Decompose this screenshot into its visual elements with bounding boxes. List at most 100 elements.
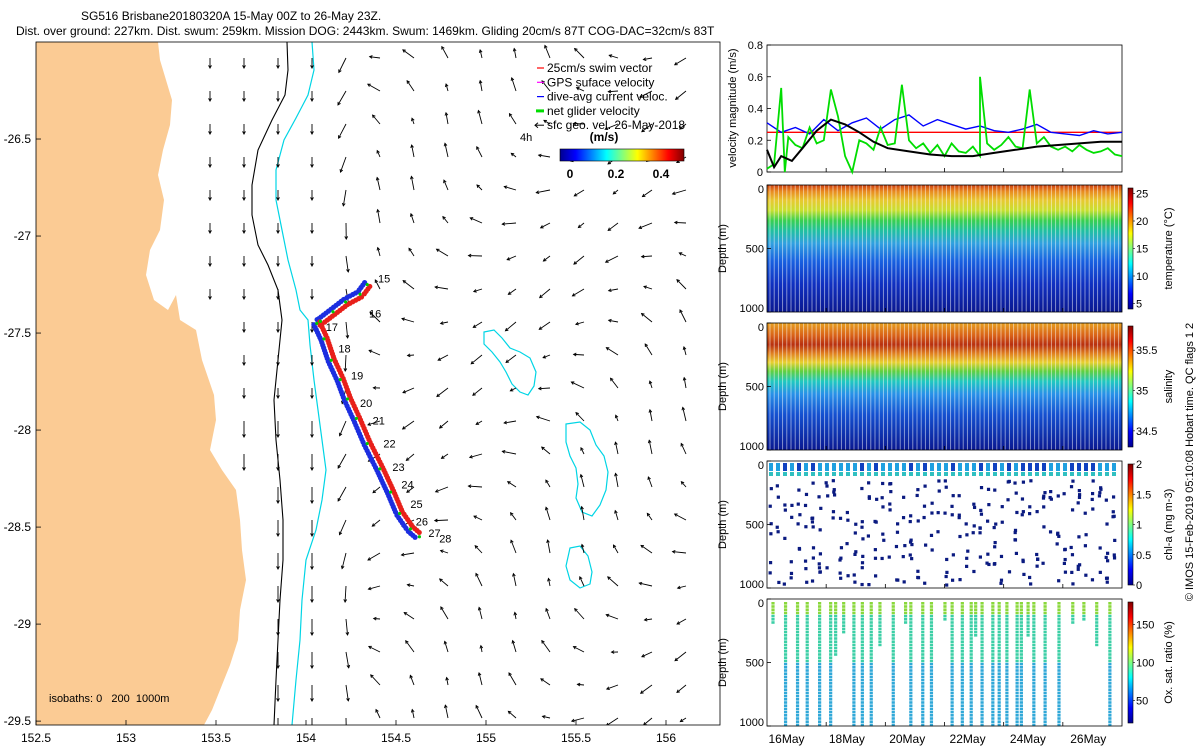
colorbar-tick-2: 0.4	[653, 167, 670, 181]
day-label: 27	[428, 528, 440, 540]
geo-arrow	[540, 678, 551, 686]
day-label: 18	[338, 344, 350, 356]
legend-entry: net glider velocity	[536, 104, 640, 118]
geo-arrow	[405, 640, 415, 653]
geo-arrow	[367, 552, 381, 561]
geo-arrow	[540, 446, 551, 455]
geo-arrow	[640, 312, 653, 323]
geo-arrow	[436, 387, 449, 398]
isobath-1000m	[275, 42, 327, 725]
geo-arrow	[442, 215, 449, 224]
geo-arrow	[673, 513, 687, 521]
velocity-ylabel: velocity magnitude (m/s)	[727, 48, 739, 167]
geo-arrow	[435, 248, 449, 257]
geo-arrow	[541, 639, 551, 653]
geo-arrow	[511, 639, 517, 653]
geo-arrow	[508, 112, 517, 125]
geo-arrow	[506, 481, 517, 488]
track-point-swim	[416, 529, 422, 536]
geo-arrow	[276, 619, 280, 636]
colorbar-tick-1: 0.2	[608, 167, 625, 181]
geo-arrow	[604, 255, 619, 263]
geo-arrow	[276, 124, 280, 135]
geo-arrow	[676, 618, 687, 625]
date-tick-label: 20May	[889, 732, 925, 746]
geo-arrow	[544, 44, 551, 59]
geo-arrow	[276, 91, 280, 102]
colorbar-tick-label: 50	[1136, 695, 1148, 707]
geo-arrow	[345, 684, 350, 702]
geo-arrow	[208, 289, 212, 300]
geo-arrow	[475, 572, 483, 587]
geo-arrow	[345, 651, 351, 669]
track-point-net	[344, 300, 348, 304]
geo-arrow	[504, 321, 517, 332]
geo-arrow	[276, 58, 280, 69]
section-ytick-label: 500	[746, 658, 764, 670]
geo-arrow	[580, 446, 585, 455]
geo-arrow	[310, 619, 314, 636]
coastline-land	[36, 42, 246, 725]
geo-arrow	[310, 553, 314, 570]
geo-arrow	[440, 453, 449, 459]
geo-arrow	[510, 539, 517, 554]
colorbar-tick-label: 0.5	[1136, 550, 1151, 562]
colorbar-tick-label: 35.5	[1136, 345, 1157, 357]
geo-arrow	[647, 476, 653, 488]
geo-arrow	[542, 354, 551, 359]
geo-arrow	[680, 442, 687, 455]
geo-arrow	[642, 57, 653, 61]
geo-arrow	[508, 672, 517, 686]
geo-arrow	[472, 321, 483, 328]
seamount-isobath-2	[565, 421, 609, 517]
geo-arrow	[438, 578, 449, 587]
geo-arrow	[648, 380, 653, 389]
geo-arrow	[338, 123, 347, 140]
geo-arrow	[537, 386, 551, 391]
geo-arrow	[641, 123, 653, 133]
geo-arrow	[368, 645, 381, 653]
section-ytick-label: 0	[758, 598, 764, 610]
section-cbar-label: Ox. sat. ratio (%)	[1163, 621, 1175, 704]
geo-arrow	[344, 222, 349, 240]
geo-arrow	[277, 718, 279, 725]
geo-arrow	[614, 441, 619, 455]
legend-label: 25cm/s swim vector	[547, 61, 652, 75]
geo-arrow	[470, 354, 483, 365]
geo-arrow	[345, 255, 350, 273]
geo-arrow	[607, 222, 619, 232]
legend-label: dive-avg current veloc.	[547, 90, 668, 104]
geo-arrow	[573, 189, 585, 197]
geo-arrow	[402, 49, 415, 59]
geo-arrow	[580, 543, 585, 554]
geo-arrow	[208, 157, 212, 168]
legend-label: GPS suface velocity	[547, 75, 654, 89]
section-cbar-label: chl-a (mg m-3)	[1163, 489, 1175, 561]
track-point-net	[354, 416, 358, 421]
geo-arrow	[577, 222, 585, 229]
geo-arrow	[679, 123, 687, 130]
geo-arrow	[639, 90, 653, 98]
geo-arrow	[575, 86, 585, 92]
geo-arrow	[369, 311, 381, 323]
geo-arrow	[410, 175, 415, 191]
geo-arrow	[433, 518, 449, 523]
geo-arrow	[644, 343, 653, 356]
geo-arrow	[376, 208, 381, 224]
geo-arrow	[545, 607, 551, 620]
geo-arrow	[340, 552, 347, 570]
geo-arrow	[408, 247, 415, 257]
geo-arrow	[242, 58, 246, 69]
geo-arrow	[276, 157, 280, 168]
date-tick-label: 18May	[829, 732, 865, 746]
map-xtick-label: 152.5	[21, 731, 51, 745]
colorbar-tick-label: 0	[1136, 580, 1142, 592]
geo-arrow	[310, 586, 314, 603]
geo-arrow	[406, 583, 415, 587]
map-xtick-label: 154	[296, 731, 316, 745]
map-panel: 152.5 153 153.5 154 154.5 155 155.5 156 -26.5-2…	[4, 41, 721, 745]
track-point-net	[318, 319, 322, 324]
geo-arrow	[401, 420, 415, 430]
day-label: 25	[410, 499, 422, 511]
geo-arrow	[507, 710, 517, 719]
